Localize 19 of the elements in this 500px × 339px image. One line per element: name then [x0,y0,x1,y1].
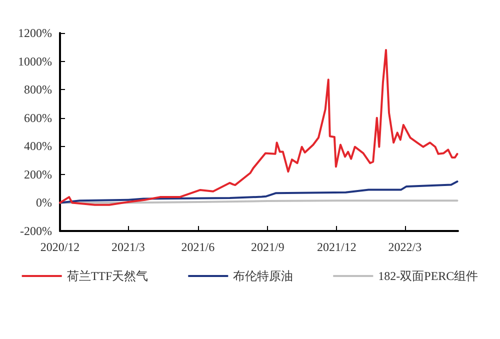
legend-label: 182-双面PERC组件 [378,269,478,283]
y-tick-label: 0% [36,196,52,210]
legend-label: 荷兰TTF天然气 [66,269,148,283]
x-tick-label: 2021/3 [112,240,145,254]
y-tick-label: 400% [24,139,52,154]
y-tick-label: 1200% [18,26,52,40]
x-tick-label: 2021/6 [181,240,215,254]
line-series [59,48,458,206]
y-tick-label: 1000% [18,54,52,68]
y-tick-label: 600% [24,110,52,125]
x-tick-label: 2020/12 [40,240,80,254]
y-tick-label: -200% [20,224,52,238]
x-tick-label: 2022/3 [388,240,422,254]
legend-label: 布伦特原油 [233,269,294,283]
y-tick-label: 800% [24,82,52,97]
x-tick-label: 2021/9 [251,240,284,254]
y-tick-label: 200% [24,167,52,182]
line-series [59,180,458,204]
x-tick-label: 2021/12 [317,240,356,254]
